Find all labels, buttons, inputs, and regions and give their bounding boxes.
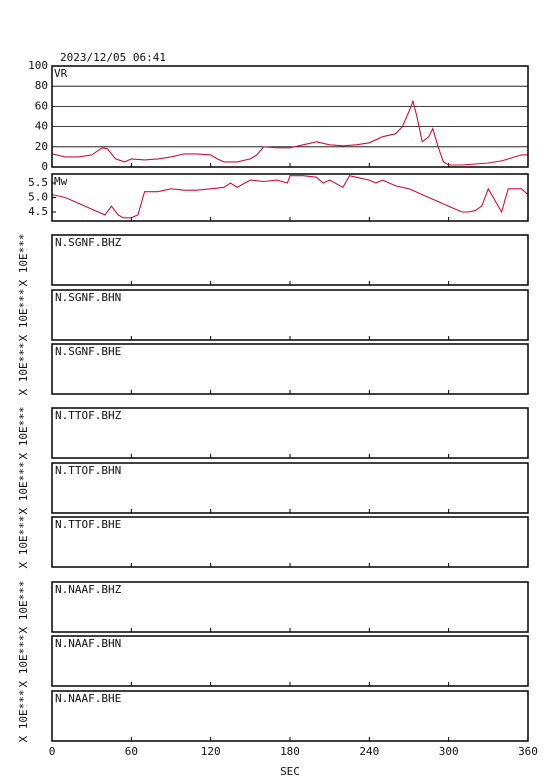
- panel-label: N.SGNF.BHN: [55, 291, 121, 304]
- panel-label: N.TTOF.BHN: [55, 464, 121, 477]
- panel-label: N.TTOF.BHZ: [55, 409, 122, 422]
- panel-frame: [51, 234, 529, 286]
- data-line: [51, 175, 529, 219]
- x-tick-label: 180: [280, 745, 300, 758]
- x-axis-label: SEC: [280, 765, 300, 778]
- panel-label: N.TTOF.BHE: [55, 518, 121, 531]
- x-tick-label: 120: [201, 745, 221, 758]
- panel-frame: [51, 407, 529, 459]
- x-tick-label: 360: [518, 745, 538, 758]
- panel-label: N.NAAF.BHZ: [55, 583, 122, 596]
- x-tick-label: 240: [359, 745, 379, 758]
- panel-frame: [51, 65, 529, 168]
- y-tick-label: 40: [35, 120, 48, 133]
- y-axis-label: X 10E***: [17, 407, 30, 460]
- x-tick-label: 300: [439, 745, 459, 758]
- y-axis-label: X 10E***: [17, 462, 30, 515]
- x-tick-label: 60: [125, 745, 138, 758]
- y-axis-label: X 10E***: [17, 516, 30, 569]
- panel-frame: [51, 289, 529, 341]
- panel-frame: [51, 462, 529, 514]
- panel-frame: [51, 516, 529, 568]
- y-tick-label: 60: [35, 99, 48, 112]
- y-tick-label: 5.5: [28, 176, 48, 189]
- panel-frame: [51, 173, 529, 222]
- y-axis-label: X 10E***: [17, 234, 30, 287]
- y-tick-label: 100: [28, 59, 48, 72]
- x-tick-label: 0: [49, 745, 56, 758]
- panel-label: N.NAAF.BHN: [55, 637, 121, 650]
- chart-title: 2023/12/05 06:41: [60, 51, 166, 64]
- y-tick-label: 80: [35, 79, 48, 92]
- y-axis-label: X 10E***: [17, 690, 30, 743]
- panel-frame: [51, 581, 529, 633]
- panel-label: Mw: [54, 175, 68, 188]
- panel-label: N.NAAF.BHE: [55, 692, 121, 705]
- data-line: [51, 99, 528, 166]
- y-tick-label: 0: [41, 160, 48, 173]
- panel-label: N.SGNF.BHE: [55, 345, 121, 358]
- y-axis-label: X 10E***: [17, 635, 30, 688]
- y-axis-label: X 10E***: [17, 581, 30, 634]
- panel-frame: [51, 343, 529, 395]
- panel-label: N.SGNF.BHZ: [55, 236, 122, 249]
- y-tick-label: 5.0: [28, 191, 48, 204]
- y-axis-label: X 10E***: [17, 343, 30, 396]
- panel-frame: [51, 635, 529, 687]
- panel-label: VR: [54, 67, 68, 80]
- panel-frame: [51, 690, 529, 742]
- y-tick-label: 20: [35, 140, 48, 153]
- y-tick-label: 4.5: [28, 205, 48, 218]
- y-axis-label: X 10E***: [17, 289, 30, 342]
